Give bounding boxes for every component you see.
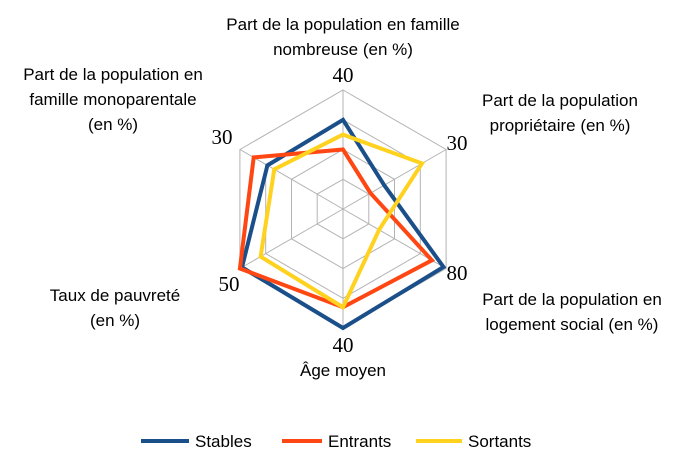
axis-label-line: (en %)	[90, 311, 140, 330]
axis-label-line: Taux de pauvreté	[50, 286, 180, 305]
axis-label-2: Part de la population en logement social …	[482, 290, 662, 334]
axis-max-tick-5: 30	[212, 125, 233, 149]
grid-spoke-1	[342, 149, 447, 210]
axis-label-4: Taux de pauvreté (en %)	[50, 286, 180, 330]
axis-label-line: Part de la population	[482, 91, 638, 110]
legend-label-entrants: Entrants	[328, 432, 391, 451]
axis-max-tick-3: 40	[333, 333, 354, 357]
legend-label-stables: Stables	[195, 432, 252, 451]
grid-spoke-5	[239, 149, 344, 210]
series-stables-line	[239, 117, 447, 331]
axis-labels: Part de la population en famille nombreus…	[23, 15, 662, 380]
axis-max-tick-1: 30	[447, 131, 468, 155]
legend-label-sortants: Sortants	[468, 432, 531, 451]
radar-series	[237, 117, 447, 331]
axis-label-0: Part de la population en famille nombreus…	[226, 15, 459, 59]
axis-label-line: (en %)	[88, 115, 138, 134]
axis-label-line: Part de la population en famille	[226, 15, 459, 34]
grid-spoke-4	[239, 208, 344, 269]
axis-label-line: propriétaire (en %)	[490, 116, 631, 135]
axis-label-1: Part de la population propriétaire (en %)	[482, 91, 638, 135]
axis-label-line: Part de la population en	[482, 290, 662, 309]
axis-label-line: logement social (en %)	[486, 315, 659, 334]
series-sortants-line	[258, 132, 426, 311]
axis-label-5: Part de la population en famille monopare…	[23, 65, 203, 134]
axis-label-line: nombreuse (en %)	[273, 40, 413, 59]
axis-label-line: Âge moyen	[300, 361, 386, 380]
axis-max-tick-4: 50	[219, 272, 240, 296]
radar-grid	[239, 89, 447, 329]
legend: Stables Entrants Sortants	[141, 432, 531, 451]
axis-max-tick-2: 80	[447, 261, 468, 285]
axis-max-tick-0: 40	[333, 63, 354, 87]
axis-label-line: famille monoparentale	[29, 90, 196, 109]
axis-label-3: Âge moyen	[300, 361, 386, 380]
axis-label-line: Part de la population en	[23, 65, 203, 84]
